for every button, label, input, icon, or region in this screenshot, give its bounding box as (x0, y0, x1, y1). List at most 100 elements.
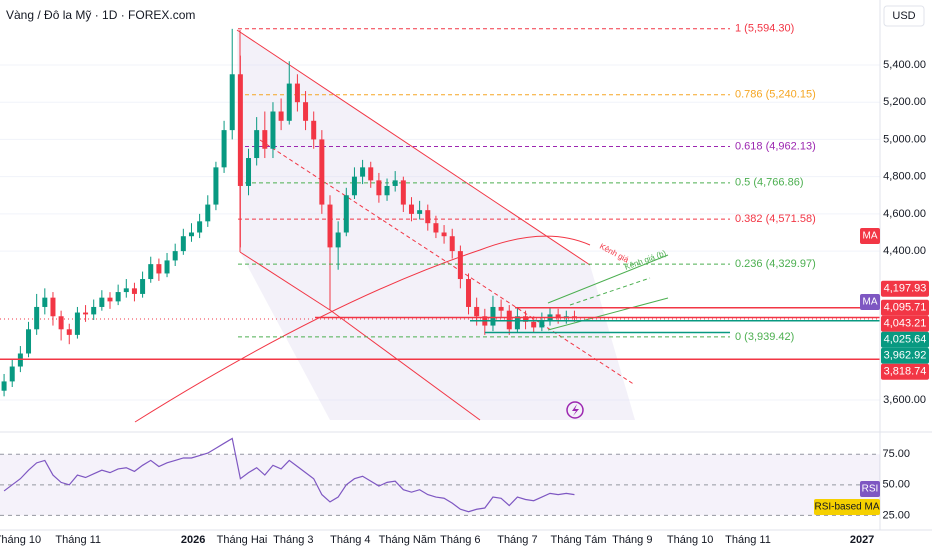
candle-body (441, 232, 447, 237)
candle-body (392, 180, 398, 186)
y-tick-label: 3,600.00 (883, 394, 926, 406)
price-tag-label: 3,818.74 (884, 366, 927, 378)
candle-body (474, 306, 480, 317)
candle-body (278, 111, 284, 121)
candle-body (26, 329, 32, 354)
candle-body (303, 102, 309, 121)
candle-body (425, 210, 431, 224)
rsi-tag-label: RSI (862, 484, 879, 495)
indicator-tag-label: MA (863, 297, 878, 308)
candle-body (327, 204, 333, 248)
trend-line (329, 309, 481, 421)
x-tick-label: Tháng Hai (217, 534, 268, 546)
rsi-tick-label: 25.00 (882, 509, 910, 521)
drawing-label: Kênh giá (b) (623, 248, 667, 271)
candle-body (262, 130, 268, 149)
candle-body (164, 260, 170, 274)
currency[interactable]: USD (892, 10, 915, 22)
candle-body (83, 312, 89, 315)
candle-body (417, 210, 423, 214)
candle-body (115, 292, 121, 302)
candle-body (66, 329, 72, 335)
rsi-tag (814, 499, 880, 515)
candle-body (498, 306, 504, 311)
candle-body (433, 223, 439, 233)
fib-label: 1 (5,594.30) (735, 23, 794, 35)
price-tag (881, 280, 929, 297)
candle-body (205, 204, 211, 222)
candle-body (188, 232, 194, 237)
rsi-tag (860, 481, 880, 497)
candle-body (9, 366, 15, 382)
currency-box[interactable] (883, 5, 925, 27)
x-tick-label: Tháng Năm (379, 534, 436, 546)
candle-body (294, 83, 300, 103)
trend-line (239, 251, 331, 311)
y-tick-label: 4,800.00 (883, 171, 926, 183)
x-tick-label: Tháng 3 (273, 534, 313, 546)
candle-body (360, 167, 366, 177)
y-tick-label: 5,400.00 (883, 59, 926, 71)
fib-label: 0 (3,939.42) (735, 331, 794, 343)
channel-line (547, 297, 669, 331)
alert-icon[interactable] (566, 401, 584, 419)
channel-line (547, 254, 669, 304)
price-tag-label: 3,962.92 (884, 350, 927, 362)
candle-body (140, 279, 146, 294)
candle-body (270, 111, 276, 149)
trend-line (259, 139, 636, 386)
candle-body (180, 236, 186, 252)
trend-line (236, 29, 591, 266)
candle-body (197, 221, 203, 233)
x-tick-label: Tháng 7 (497, 534, 537, 546)
candle-body (531, 321, 537, 328)
price-tag (881, 363, 929, 380)
y-tick-label: 5,000.00 (883, 133, 926, 145)
candle-body (131, 288, 137, 294)
rsi-tag-label: RSI-based MA (814, 502, 879, 513)
indicator-tag (860, 228, 880, 244)
x-tick-label: Tháng 9 (612, 534, 652, 546)
x-tick-label: Tháng 10 (0, 534, 41, 546)
candle-body (466, 279, 472, 307)
fib-label: 0.618 (4,962.13) (735, 140, 816, 152)
x-tick-label: Tháng 10 (667, 534, 713, 546)
price-tag (881, 347, 929, 364)
candle-body (319, 139, 325, 205)
candle-body (99, 297, 105, 307)
price-tag-label: 4,025.64 (884, 334, 927, 346)
candle-body (50, 297, 56, 317)
candle-body (107, 297, 113, 302)
candle-body (457, 251, 463, 280)
price-tag-label: 4,043.21 (884, 318, 927, 330)
candle-body (311, 120, 317, 140)
price-tag-label: 4,095.71 (884, 302, 927, 314)
rsi-tick-label: 50.00 (882, 479, 910, 491)
x-tick-label: 2026 (181, 534, 205, 546)
candle-body (400, 180, 406, 205)
candle-body (123, 288, 129, 293)
candle-body (1, 381, 7, 391)
price-tag (881, 299, 929, 316)
candle-body (254, 130, 260, 159)
candle-body (368, 167, 374, 181)
candle-body (384, 185, 390, 196)
rsi-pane (0, 436, 880, 530)
x-tick-label: Tháng 11 (725, 534, 771, 546)
candle-body (213, 167, 219, 205)
candle-body (449, 236, 455, 252)
candle-body (514, 316, 520, 330)
indicator-tag (860, 294, 880, 310)
arc (134, 235, 591, 423)
x-tick-label: 2027 (850, 534, 874, 546)
price-tag-label: 4,197.93 (884, 283, 927, 295)
y-tick-label: 5,200.00 (883, 96, 926, 108)
candle-body (408, 204, 414, 214)
fib-label: 0.236 (4,329.97) (735, 258, 816, 270)
drawing-label: Kênh giá (598, 242, 631, 265)
candle-body (246, 158, 252, 186)
channel-line (569, 277, 651, 306)
price-tag (881, 315, 929, 332)
fib-label: 0.786 (5,240.15) (735, 89, 816, 101)
